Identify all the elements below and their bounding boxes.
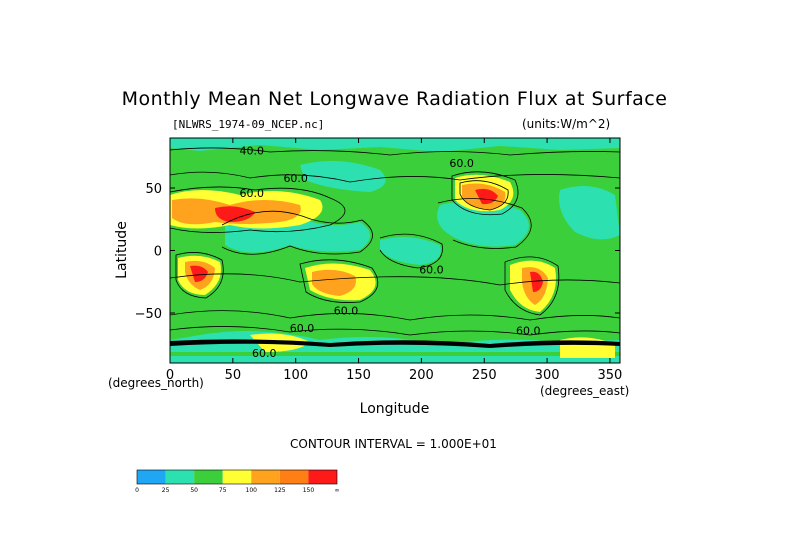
- field-region-red-4: [530, 271, 543, 292]
- colorbar-tick-label: 100: [246, 487, 258, 494]
- colorbar-tick-label: 25: [162, 487, 170, 494]
- colorbar-tick-label: 50: [190, 487, 198, 494]
- x-tick-label: 300: [535, 368, 560, 383]
- contour-line-1: [170, 147, 620, 156]
- contour-lines: [170, 147, 620, 336]
- colorbar-swatch: [194, 470, 223, 484]
- contour-line-4: [451, 171, 519, 216]
- chart-title: Monthly Mean Net Longwave Radiation Flux…: [121, 88, 668, 110]
- x-tick-label: 350: [598, 368, 623, 383]
- file-label: [NLWRS_1974-09_NCEP.nc]: [172, 118, 325, 131]
- contour-line-12: [221, 210, 373, 255]
- colorbar-swatch: [251, 470, 280, 484]
- contour-labels: 40.0 60.0 60.0 60.0 60.0 60.0 60.0 60.0 60.0: [239, 145, 540, 361]
- colorbar-swatch: [137, 470, 166, 484]
- antarctic-contour-band: [170, 339, 620, 348]
- x-tick-label: 150: [346, 368, 371, 383]
- contour-label: 60.0: [239, 187, 264, 200]
- field-region-antarctic: [170, 356, 620, 363]
- x-tick-label: 200: [409, 368, 434, 383]
- contour-line-14: [170, 273, 620, 286]
- contour-label: 40.0: [239, 145, 264, 158]
- contour-line-11: [379, 233, 443, 269]
- contour-line-10: [170, 326, 620, 336]
- field-region-cyan-5: [300, 161, 386, 192]
- colorbar-tick-label: 0: [135, 487, 139, 494]
- field-region-red-1: [215, 206, 255, 222]
- y-tick-label: 50: [145, 182, 162, 197]
- contour-line-5: [459, 180, 509, 211]
- y-tick-label: 0: [154, 245, 162, 260]
- colorbar-tick-label: ∞: [335, 487, 340, 494]
- y-axis-unit-label: (degrees_north): [108, 376, 204, 390]
- contour-line-7: [175, 252, 224, 299]
- colorbar-swatch: [222, 470, 252, 484]
- y-tick-label: −50: [135, 307, 162, 322]
- x-tick-label: 0: [166, 368, 174, 383]
- colorbar-frame: [136, 469, 338, 485]
- colorbar: 0 25 50 75 100 125 150 ∞: [135, 469, 340, 494]
- units-label: (units:W/m^2): [522, 117, 611, 131]
- contour-label: 60.0: [419, 263, 444, 276]
- contour-label: 60.0: [252, 347, 277, 360]
- field-region-red-3: [190, 265, 208, 282]
- field-region-cyan-4: [559, 186, 620, 240]
- contour-line-3: [170, 186, 346, 233]
- contour-label: 60.0: [449, 157, 474, 170]
- colorbar-swatch: [279, 470, 309, 484]
- contour-line-8: [504, 256, 560, 316]
- map-field: 40.0 60.0 60.0 60.0 60.0 60.0 60.0 60.0 60.0: [170, 138, 620, 363]
- contour-label: 60.0: [516, 325, 541, 338]
- field-region-orange-3: [312, 269, 356, 296]
- x-axis-unit-label: (degrees_east): [540, 384, 630, 398]
- contour-line-2: [170, 171, 620, 183]
- colorbar-tick-label: 75: [219, 487, 227, 494]
- contour-label: 60.0: [290, 322, 315, 335]
- colorbar-tick-label: 125: [274, 487, 286, 494]
- contour-label: 60.0: [334, 305, 359, 318]
- contour-label: 60.0: [283, 172, 308, 185]
- x-tick-label: 100: [283, 368, 308, 383]
- contour-interval-label: CONTOUR INTERVAL = 1.000E+01: [290, 437, 497, 451]
- contour-line-9: [170, 310, 620, 321]
- field-region-arctic: [170, 138, 620, 152]
- colorbar-swatch: [165, 470, 195, 484]
- contour-line-13: [437, 198, 532, 249]
- field-region-cyan-3: [380, 236, 441, 265]
- x-axis-label: Longitude: [359, 401, 430, 417]
- x-tick-label: 250: [472, 368, 497, 383]
- axes: 0 50 100 150 200 250 300 350 50 0 −50: [135, 138, 623, 383]
- contour-line-6: [299, 259, 379, 303]
- colorbar-tick-label: 150: [303, 487, 315, 494]
- x-tick-label: 50: [225, 368, 242, 383]
- field-region-cyan-2: [437, 201, 529, 247]
- colorbar-swatch: [308, 470, 337, 484]
